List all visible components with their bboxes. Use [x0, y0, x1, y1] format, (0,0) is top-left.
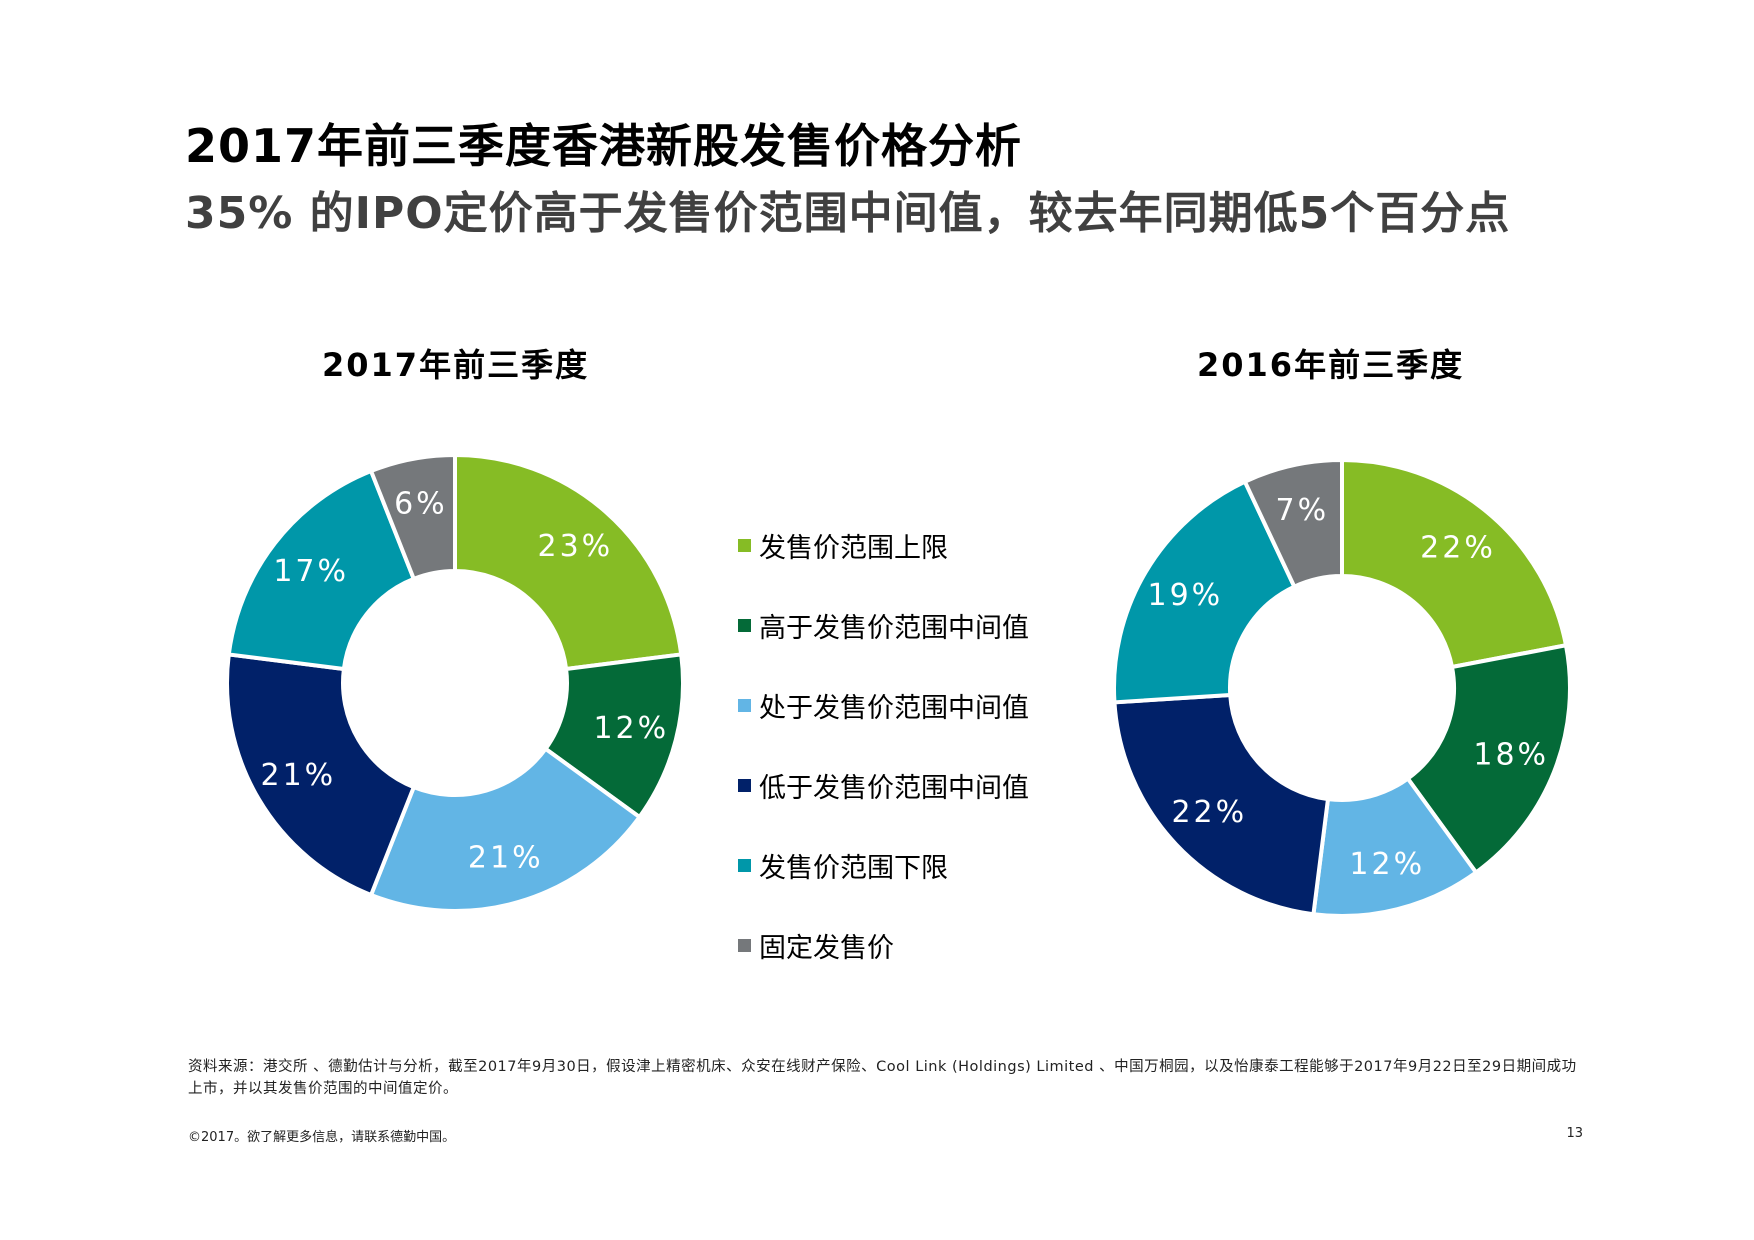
- donut-slice-upper-limit: [1340, 457, 1569, 670]
- slice-label-below-mid: 21%: [261, 758, 337, 793]
- donut-slice-below-mid: [225, 652, 417, 898]
- donut-slice-fixed-price: [1242, 457, 1344, 590]
- donut-slice-lower-limit: [226, 468, 417, 672]
- donut-slice-fixed-price: [368, 452, 457, 582]
- page-subtitle: 35% 的IPO定价高于发售价范围中间值，较去年同期低5个百分点: [185, 188, 1511, 239]
- legend-item-lower-limit: 发售价范围下限: [738, 825, 1068, 905]
- slice-label-above-mid: 18%: [1473, 737, 1549, 772]
- donut-chart-2017: 23% 12% 21% 21% 17% 6%: [225, 452, 685, 913]
- donut-slice-upper-limit: [453, 452, 684, 672]
- slice-label-below-mid: 22%: [1171, 795, 1247, 830]
- donut-slice-above-mid: [1405, 642, 1572, 876]
- footer-copyright: ©2017。欲了解更多信息，请联系德勤中国。: [188, 1130, 456, 1145]
- legend-label: 发售价范围下限: [759, 852, 948, 884]
- slice-label-at-mid: 21%: [468, 840, 544, 875]
- legend-swatch: [738, 538, 751, 552]
- slice-label-upper-limit: 23%: [538, 529, 614, 564]
- donut-chart-2016: 22% 18% 12% 22% 19% 7%: [1112, 457, 1572, 918]
- legend-swatch: [738, 778, 751, 792]
- chart-title-2016: 2016年前三季度: [1197, 346, 1465, 384]
- source-note: 资料来源：港交所 、德勤估计与分析，截至2017年9月30日，假设津上精密机床、…: [188, 1059, 1577, 1097]
- chart-legend: 发售价范围上限 高于发售价范围中间值 处于发售价范围中间值 低于发售价范围中间值…: [738, 505, 1068, 985]
- chart-title-2017: 2017年前三季度: [322, 346, 590, 384]
- legend-label: 固定发售价: [759, 932, 894, 964]
- legend-label: 高于发售价范围中间值: [759, 612, 1029, 644]
- legend-swatch: [738, 618, 751, 632]
- legend-swatch: [738, 698, 751, 712]
- page-title: 2017年前三季度香港新股发售价格分析: [185, 119, 1023, 173]
- legend-item-below-mid: 低于发售价范围中间值: [738, 745, 1068, 825]
- legend-item-at-mid: 处于发售价范围中间值: [738, 665, 1068, 745]
- slice-label-above-mid: 12%: [593, 711, 669, 746]
- donut-slice-lower-limit: [1112, 479, 1297, 705]
- slice-label-fixed-price: 7%: [1276, 493, 1330, 528]
- legend-item-above-mid: 高于发售价范围中间值: [738, 585, 1068, 665]
- legend-item-upper-limit: 发售价范围上限: [738, 505, 1068, 585]
- slice-label-fixed-price: 6%: [394, 487, 448, 522]
- slice-label-upper-limit: 22%: [1420, 530, 1496, 565]
- slice-label-lower-limit: 19%: [1148, 578, 1224, 613]
- legend-label: 处于发售价范围中间值: [759, 692, 1029, 724]
- donut-slice-below-mid: [1112, 692, 1331, 917]
- slice-label-lower-limit: 17%: [273, 554, 349, 589]
- legend-label: 低于发售价范围中间值: [759, 772, 1029, 804]
- page-number: 13: [1566, 1126, 1583, 1141]
- legend-label: 发售价范围上限: [759, 532, 948, 564]
- legend-swatch: [738, 858, 751, 872]
- legend-swatch: [738, 938, 751, 952]
- legend-item-fixed-price: 固定发售价: [738, 905, 1068, 985]
- donut-slice-at-mid: [368, 746, 643, 913]
- slice-label-at-mid: 12%: [1349, 847, 1425, 882]
